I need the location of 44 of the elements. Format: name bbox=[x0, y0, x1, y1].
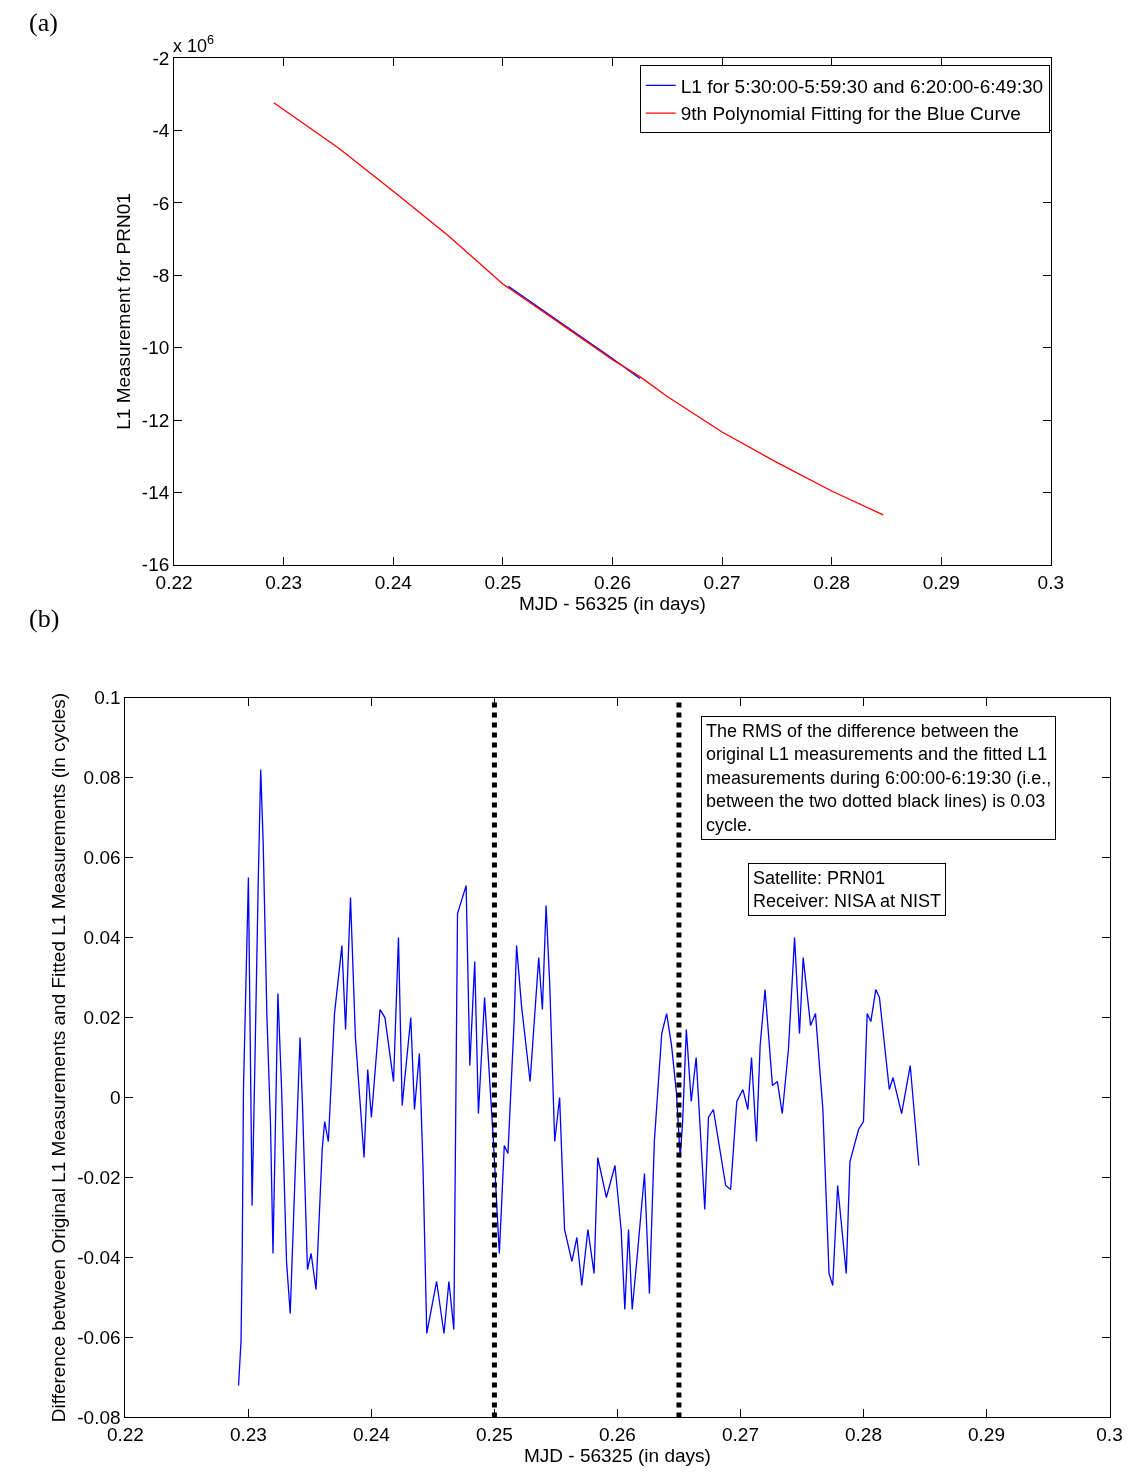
x-tick-label: 0.26 bbox=[593, 571, 631, 593]
x-tick-label: 0.3 bbox=[1037, 571, 1065, 593]
annotation: Satellite: PRN01 Receiver: NISA at NIST bbox=[753, 868, 942, 912]
line-series bbox=[507, 285, 641, 380]
y-tick-label: -2 bbox=[152, 47, 170, 69]
x-tick-label: 0.28 bbox=[813, 571, 851, 593]
x-tick-label: 0.23 bbox=[265, 571, 303, 593]
legend-label: L1 for 5:30:00-5:59:30 and 6:20:00-6:49:30 bbox=[680, 75, 1044, 97]
x-tick-label: 0.29 bbox=[968, 1424, 1005, 1446]
x-tick-label: 0.26 bbox=[598, 1424, 636, 1446]
y-tick-label: -10 bbox=[141, 337, 170, 359]
x-tick-label: 0.23 bbox=[229, 1424, 267, 1446]
y-tick-label: 0.02 bbox=[83, 1007, 121, 1029]
x-tick-label: 0.28 bbox=[844, 1424, 882, 1446]
y-tick-label: -0.06 bbox=[77, 1327, 121, 1349]
x-tick-label: 0.24 bbox=[374, 571, 413, 593]
x-tick-label: 0.25 bbox=[475, 1424, 513, 1446]
y-tick-label: 0.06 bbox=[83, 847, 121, 869]
text: (b) bbox=[29, 604, 60, 633]
y-tick-label: 0.1 bbox=[94, 687, 121, 709]
legend-label: 9th Polynomial Fitting for the Blue Curve bbox=[680, 103, 1021, 125]
text: x 10$^{6}$ bbox=[173, 33, 215, 56]
y-tick-label: -0.02 bbox=[77, 1167, 121, 1189]
y-axis-title: Difference between Original L1 Measurements and Fitted L1 Measurements (in cycles) bbox=[48, 692, 70, 1423]
y-tick-label: 0.04 bbox=[83, 927, 122, 949]
y-tick-label: 0 bbox=[110, 1087, 121, 1109]
y-tick-label: -6 bbox=[152, 192, 170, 214]
x-axis-title: MJD - 56325 (in days) bbox=[523, 1445, 711, 1467]
y-axis-title: L1 Measurement for PRN01 bbox=[112, 193, 134, 430]
annotation: The RMS of the difference between the original L1 measurements and the fitted L1 measurements during 6:00:00-6:19:30 (i.e., between the two dotted black lines) is 0.03 cycle. bbox=[706, 721, 1052, 835]
y-tick-label: 0.08 bbox=[83, 767, 121, 789]
y-tick-label: -4 bbox=[152, 120, 170, 142]
y-tick-label: -0.04 bbox=[77, 1247, 122, 1269]
y-tick-label: -14 bbox=[141, 482, 170, 504]
y-tick-label: -12 bbox=[141, 409, 170, 431]
text: (a) bbox=[29, 8, 58, 37]
x-axis-title: MJD - 56325 (in days) bbox=[519, 592, 706, 614]
x-tick-label: 0.27 bbox=[703, 571, 741, 593]
x-tick-label: 0.24 bbox=[352, 1424, 391, 1446]
x-tick-label: 0.25 bbox=[484, 571, 522, 593]
x-tick-label: 0.3 bbox=[1096, 1424, 1123, 1446]
x-tick-label: 0.29 bbox=[922, 571, 960, 593]
y-tick-label: -8 bbox=[152, 264, 170, 286]
x-tick-label: 0.27 bbox=[721, 1424, 759, 1446]
